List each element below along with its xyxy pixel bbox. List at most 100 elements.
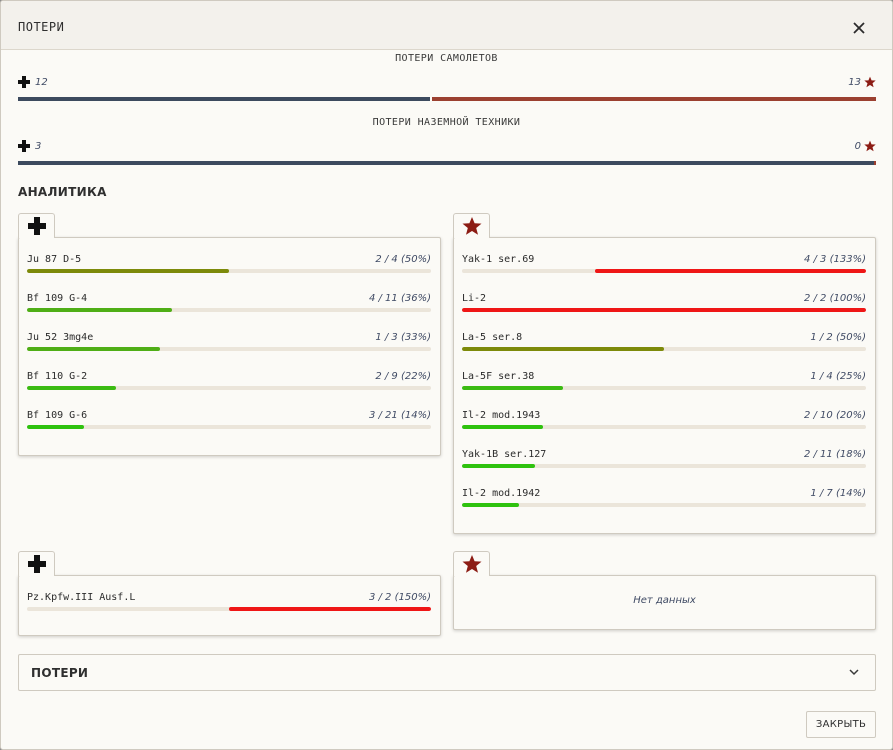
axis-share-bar bbox=[18, 97, 430, 101]
progress-fill bbox=[595, 269, 866, 273]
losses-accordion-label: ПОТЕРИ bbox=[31, 666, 89, 680]
row-name: Bf 110 G-2 bbox=[27, 371, 88, 382]
progress-track bbox=[462, 464, 866, 468]
row-name: Ju 87 D-5 bbox=[27, 254, 82, 265]
progress-track bbox=[462, 503, 866, 507]
allies-aircraft-card: Yak-1 ser.69 4 / 3 (133%) Li-2 2 / 2 (100%)… bbox=[453, 237, 876, 534]
row-stat: 1 / 2 (50%) bbox=[810, 332, 866, 343]
row-stat: 1 / 3 (33%) bbox=[375, 332, 431, 343]
axis-ground-card: Pz.Kpfw.III Ausf.L 3 / 2 (150%) bbox=[18, 575, 441, 636]
allies-ground-losses: 0 bbox=[854, 140, 861, 152]
close-button[interactable] bbox=[849, 18, 869, 38]
row-stat: 1 / 4 (25%) bbox=[810, 371, 866, 382]
row-name: Li-2 bbox=[462, 293, 487, 304]
analytics-row: Ju 52 3mg4e 1 / 3 (33%) bbox=[27, 332, 431, 362]
row-name: Il-2 mod.1942 bbox=[462, 488, 541, 499]
allies-ground-tab bbox=[453, 551, 490, 576]
analytics-row: Yak-1B ser.127 2 / 11 (18%) bbox=[462, 449, 866, 479]
allies-aircraft-losses: 13 bbox=[848, 76, 861, 88]
row-stat: 2 / 11 (18%) bbox=[803, 449, 866, 460]
row-name: Bf 109 G-4 bbox=[27, 293, 88, 304]
aircraft-losses-title: ПОТЕРИ САМОЛЕТОВ bbox=[395, 53, 498, 64]
iron-cross-icon bbox=[18, 76, 30, 88]
analytics-row: La-5F ser.38 1 / 4 (25%) bbox=[462, 371, 866, 401]
close-icon bbox=[853, 22, 865, 34]
red-star-icon bbox=[864, 140, 876, 152]
close-dialog-button[interactable]: ЗАКРЫТЬ bbox=[806, 711, 876, 738]
row-name: La-5 ser.8 bbox=[462, 332, 523, 343]
analytics-row: Yak-1 ser.69 4 / 3 (133%) bbox=[462, 254, 866, 284]
allies-ground-card: Нет данных bbox=[453, 575, 876, 630]
chevron-down-icon bbox=[849, 669, 859, 676]
analytics-row: Pz.Kpfw.III Ausf.L 3 / 2 (150%) bbox=[27, 592, 431, 622]
row-stat: 2 / 9 (22%) bbox=[375, 371, 431, 382]
analytics-row: Bf 110 G-2 2 / 9 (22%) bbox=[27, 371, 431, 401]
progress-fill bbox=[462, 464, 535, 468]
ground-losses-bar bbox=[18, 161, 876, 165]
progress-fill bbox=[27, 308, 173, 312]
row-stat: 2 / 10 (20%) bbox=[803, 410, 866, 421]
progress-fill bbox=[462, 308, 866, 312]
row-name: Yak-1 ser.69 bbox=[462, 254, 535, 265]
iron-cross-icon bbox=[18, 140, 30, 152]
red-star-icon bbox=[462, 555, 481, 573]
progress-fill bbox=[462, 347, 664, 351]
aircraft-losses-counts: 12 13 bbox=[18, 75, 876, 89]
progress-track bbox=[462, 308, 866, 312]
progress-track bbox=[27, 425, 431, 429]
ground-losses-title: ПОТЕРИ НАЗЕМНОЙ ТЕХНИКИ bbox=[372, 117, 521, 128]
iron-cross-icon bbox=[27, 217, 46, 235]
row-stat: 2 / 4 (50%) bbox=[375, 254, 431, 265]
row-stat: 4 / 11 (36%) bbox=[368, 293, 431, 304]
allies-share-bar bbox=[874, 161, 876, 165]
red-star-icon bbox=[864, 76, 876, 88]
row-stat: 2 / 2 (100%) bbox=[803, 293, 866, 304]
ground-losses-counts: 3 0 bbox=[18, 139, 876, 153]
axis-aircraft-tab bbox=[18, 213, 55, 238]
progress-track bbox=[27, 347, 431, 351]
progress-track bbox=[27, 269, 431, 273]
progress-track bbox=[462, 269, 866, 273]
row-name: La-5F ser.38 bbox=[462, 371, 535, 382]
row-name: Pz.Kpfw.III Ausf.L bbox=[27, 592, 136, 603]
analytics-row: Li-2 2 / 2 (100%) bbox=[462, 293, 866, 323]
progress-fill bbox=[27, 269, 229, 273]
dialog-title: ПОТЕРИ bbox=[18, 20, 65, 34]
axis-share-bar bbox=[18, 161, 875, 165]
analytics-row: Il-2 mod.1942 1 / 7 (14%) bbox=[462, 488, 866, 518]
progress-fill bbox=[462, 503, 519, 507]
progress-track bbox=[27, 607, 431, 611]
iron-cross-icon bbox=[27, 555, 46, 573]
row-stat: 4 / 3 (133%) bbox=[803, 254, 866, 265]
dialog-header: ПОТЕРИ bbox=[1, 1, 892, 50]
row-stat: 3 / 21 (14%) bbox=[368, 410, 431, 421]
progress-track bbox=[27, 308, 431, 312]
progress-fill bbox=[462, 425, 543, 429]
row-stat: 1 / 7 (14%) bbox=[810, 488, 866, 499]
progress-track bbox=[462, 386, 866, 390]
row-name: Ju 52 3mg4e bbox=[27, 332, 94, 343]
analytics-row: Ju 87 D-5 2 / 4 (50%) bbox=[27, 254, 431, 284]
red-star-icon bbox=[462, 217, 481, 235]
aircraft-losses-bar bbox=[18, 97, 876, 101]
progress-track bbox=[462, 347, 866, 351]
axis-aircraft-card: Ju 87 D-5 2 / 4 (50%) Bf 109 G-4 4 / 11 (36… bbox=[18, 237, 441, 456]
progress-track bbox=[27, 386, 431, 390]
progress-fill bbox=[229, 607, 431, 611]
axis-ground-tab bbox=[18, 551, 55, 576]
analytics-row: Il-2 mod.1943 2 / 10 (20%) bbox=[462, 410, 866, 440]
allies-share-bar bbox=[431, 97, 876, 101]
progress-fill bbox=[27, 386, 116, 390]
row-name: Yak-1B ser.127 bbox=[462, 449, 547, 460]
no-data-text: Нет данных bbox=[633, 595, 696, 606]
row-stat: 3 / 2 (150%) bbox=[368, 592, 431, 603]
axis-aircraft-losses: 12 bbox=[35, 76, 48, 88]
analytics-row: La-5 ser.8 1 / 2 (50%) bbox=[462, 332, 866, 362]
row-name: Il-2 mod.1943 bbox=[462, 410, 541, 421]
analytics-row: Bf 109 G-6 3 / 21 (14%) bbox=[27, 410, 431, 440]
analytics-row: Bf 109 G-4 4 / 11 (36%) bbox=[27, 293, 431, 323]
allies-aircraft-tab bbox=[453, 213, 490, 238]
progress-fill bbox=[27, 347, 161, 351]
losses-accordion[interactable]: ПОТЕРИ bbox=[18, 654, 876, 691]
